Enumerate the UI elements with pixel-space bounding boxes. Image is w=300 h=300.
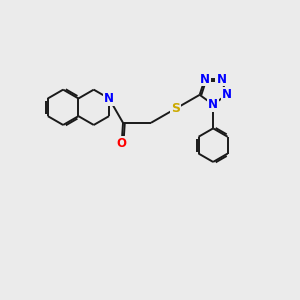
- Text: N: N: [104, 92, 114, 105]
- Text: O: O: [117, 137, 127, 150]
- Text: N: N: [208, 98, 218, 111]
- Text: N: N: [216, 73, 226, 85]
- Text: S: S: [171, 102, 180, 115]
- Text: N: N: [200, 73, 210, 85]
- Text: N: N: [222, 88, 232, 101]
